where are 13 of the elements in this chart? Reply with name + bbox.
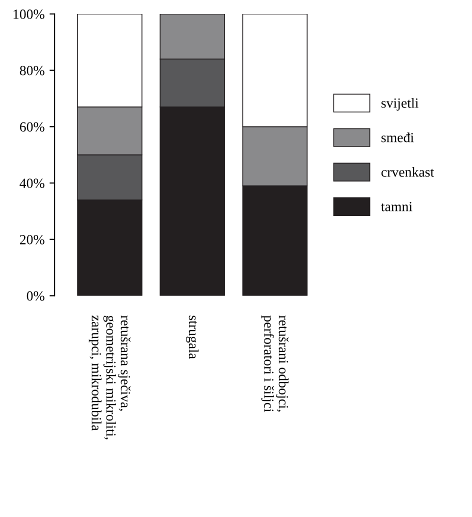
legend-label: tamni [381, 202, 412, 212]
legend-label: svijetli [381, 98, 418, 111]
y-tick-label: 100% [14, 10, 44, 19]
y-tick-label: 20% [20, 234, 44, 244]
legend-label: smeđi [381, 132, 414, 142]
y-tick-label: 40% [20, 178, 44, 188]
y-tick-label: 0% [26, 291, 44, 301]
y-tick-label: 60% [20, 122, 44, 132]
x-tick-label: retušrana sječiva, geometrijski mikroliti, zarupci, mikrodubila [88, 315, 131, 440]
legend-label: crvenkast [381, 167, 434, 177]
x-tick-label: retušrani odbojci, perforatori i šiljci [261, 315, 289, 412]
y-tick-label: 80% [20, 66, 44, 76]
x-tick-label: strugala [186, 316, 199, 359]
